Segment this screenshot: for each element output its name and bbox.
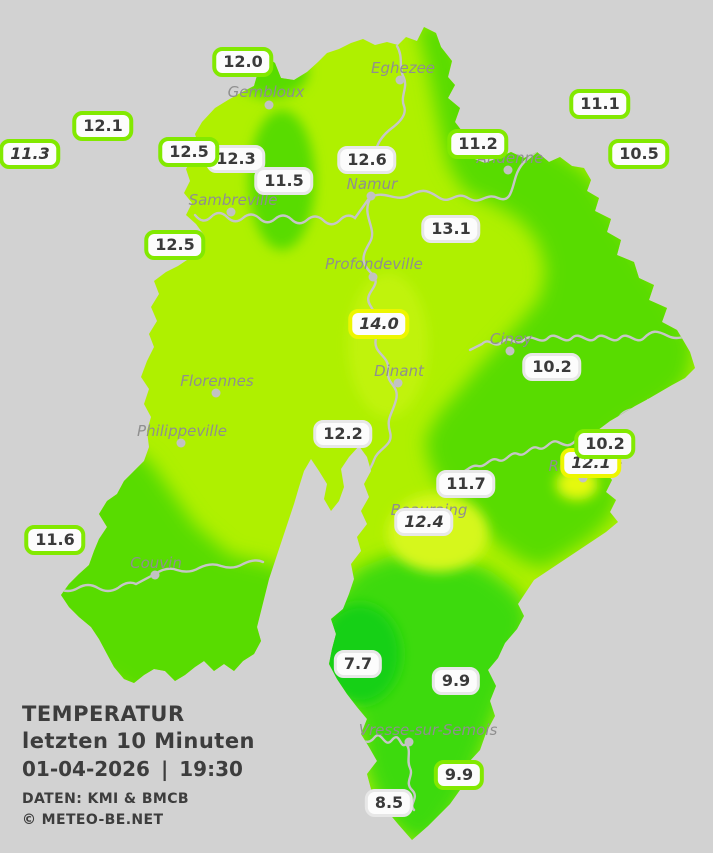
- city-dot: [366, 191, 376, 201]
- city-label: Namur: [346, 175, 398, 193]
- river-sambre: [193, 195, 372, 226]
- city-label: Profondeville: [325, 255, 423, 273]
- temperature-label: 11.7: [436, 470, 496, 498]
- temperature-label: 11.5: [254, 167, 314, 195]
- temperature-label: 10.2: [522, 353, 582, 381]
- data-source: DATEN: KMI & BMCB: [22, 790, 189, 807]
- city-label: Sambreville: [188, 191, 278, 209]
- temperature-label: 12.3: [206, 145, 266, 173]
- city-dot: [211, 388, 221, 398]
- temperature-label: 7.7: [333, 650, 383, 678]
- temperature-label: 12.1: [72, 111, 134, 141]
- city-dot: [404, 737, 414, 747]
- city-label: Ciney: [489, 330, 533, 348]
- river-mehaigne: [374, 44, 407, 152]
- city-dot: [264, 100, 274, 110]
- temperature-label: 12.5: [144, 230, 206, 260]
- city-dot: [578, 473, 588, 483]
- map-datetime: 01-04-2026 | 19:30: [22, 756, 255, 783]
- city-dot: [176, 438, 186, 448]
- city-dot: [505, 346, 515, 356]
- city-dot: [150, 570, 160, 580]
- temperature-label: 12.6: [337, 146, 397, 174]
- title-block: TEMPERATUR letzten 10 Minuten 01-04-2026…: [22, 701, 255, 831]
- datetime-separator: |: [160, 756, 169, 781]
- river-viroin: [61, 559, 265, 593]
- temperature-label: 12.2: [313, 420, 373, 448]
- copyright: © METEO-BE.NET: [22, 811, 164, 828]
- temperature-label: 12.4: [394, 508, 454, 536]
- city-dot: [226, 207, 236, 217]
- city-label: Couvin: [130, 554, 182, 572]
- temperature-label: 9.9: [431, 667, 481, 695]
- temperature-label: 11.2: [447, 129, 509, 159]
- city-label: Florennes: [180, 372, 254, 390]
- temperature-label: 13.1: [421, 215, 481, 243]
- temperature-label: 8.5: [364, 789, 414, 817]
- map-time: 19:30: [179, 756, 243, 781]
- city-label: Eghezee: [370, 59, 436, 77]
- temperature-label: 10.5: [608, 139, 670, 169]
- city-dot: [393, 378, 403, 388]
- river-meuse-northeast: [369, 150, 538, 202]
- city-label: Gembloux: [227, 83, 305, 101]
- city-dot: [368, 272, 378, 282]
- temperature-label: 11.3: [0, 139, 61, 169]
- city-dot: [395, 75, 405, 85]
- temperature-label: 11.6: [24, 525, 86, 555]
- river-ciney: [468, 330, 695, 352]
- city-label: Dinant: [374, 362, 424, 380]
- map-region-meuse-warm: [348, 273, 428, 417]
- temperature-label: 10.2: [574, 429, 636, 459]
- temperature-label: 12.5: [158, 137, 220, 167]
- map-date: 01-04-2026: [22, 756, 150, 781]
- map-title: TEMPERATUR: [22, 702, 185, 726]
- map-subtitle: letzten 10 Minuten: [22, 729, 256, 754]
- temperature-label: 9.9: [433, 760, 485, 790]
- city-label: Philippeville: [137, 422, 227, 440]
- city-label: Vresse-sur-Semois: [358, 721, 498, 739]
- temperature-label: 11.1: [569, 89, 631, 119]
- city-dot: [503, 165, 513, 175]
- temperature-label: 14.0: [348, 309, 410, 339]
- temperature-label: 12.0: [212, 47, 274, 77]
